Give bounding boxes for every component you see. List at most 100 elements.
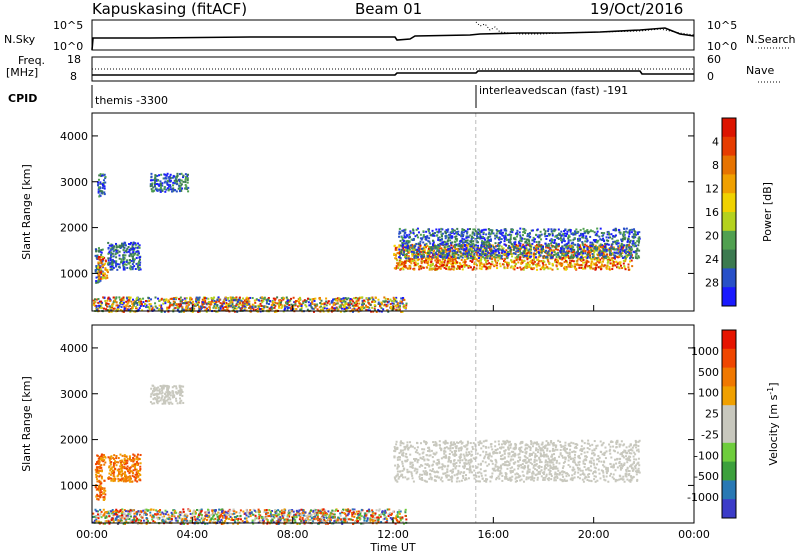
data-cell xyxy=(98,457,101,460)
data-cell xyxy=(458,234,461,237)
data-cell xyxy=(130,459,133,462)
data-cell xyxy=(570,251,573,254)
data-cell xyxy=(456,238,459,241)
data-cell xyxy=(507,253,510,256)
data-cell xyxy=(595,249,598,252)
data-cell xyxy=(607,243,610,246)
data-cell xyxy=(131,257,134,260)
data-cell xyxy=(161,182,164,185)
data-cell xyxy=(465,235,468,238)
data-cell xyxy=(556,268,559,271)
data-cell xyxy=(575,251,578,254)
data-cell xyxy=(546,256,549,259)
data-cell xyxy=(456,267,459,270)
data-cell xyxy=(571,241,574,244)
data-cell xyxy=(133,300,136,303)
data-cell xyxy=(512,267,515,270)
data-cell xyxy=(607,260,610,263)
data-cell xyxy=(614,242,617,245)
data-cell xyxy=(594,234,597,237)
data-cell xyxy=(161,189,164,192)
data-cell xyxy=(155,187,158,190)
data-cell xyxy=(485,267,488,270)
data-cell xyxy=(518,240,521,243)
data-cell xyxy=(611,253,614,256)
data-cell xyxy=(593,251,596,254)
data-cell xyxy=(538,240,541,243)
data-cell xyxy=(463,263,466,266)
data-cell xyxy=(560,230,563,233)
data-cell xyxy=(450,231,453,234)
data-cell xyxy=(369,303,372,306)
data-cell xyxy=(96,495,99,498)
data-cell xyxy=(513,243,516,246)
data-cell xyxy=(401,229,404,232)
data-cell xyxy=(282,298,285,301)
data-cell xyxy=(421,237,424,240)
data-cell xyxy=(526,252,529,255)
data-cell xyxy=(487,241,490,244)
data-cell xyxy=(204,299,207,302)
data-cell xyxy=(139,268,142,271)
data-cell xyxy=(461,268,464,271)
data-cell xyxy=(465,248,468,251)
data-cell xyxy=(109,457,112,460)
data-cell xyxy=(596,257,599,260)
data-cell xyxy=(130,260,133,263)
data-cell xyxy=(487,267,490,270)
data-cell xyxy=(393,300,396,303)
data-cell xyxy=(95,276,98,279)
data-cell xyxy=(420,260,423,263)
data-cell xyxy=(368,306,371,309)
data-cell xyxy=(390,299,393,302)
data-cell xyxy=(539,230,542,233)
data-cell xyxy=(138,266,141,269)
data-cell xyxy=(231,296,234,299)
data-cell xyxy=(212,297,215,300)
data-cell xyxy=(551,245,554,248)
data-cell xyxy=(122,310,125,313)
data-cell xyxy=(483,263,486,266)
data-cell xyxy=(577,243,580,246)
data-cell xyxy=(124,250,127,253)
data-cell xyxy=(371,306,374,309)
ytick-label: 4000 xyxy=(60,130,88,143)
data-cell xyxy=(568,244,571,247)
data-cell xyxy=(623,265,626,268)
data-cell xyxy=(531,259,534,262)
data-cell xyxy=(607,232,610,235)
data-cell xyxy=(509,236,512,239)
data-cell xyxy=(519,266,522,269)
data-cell xyxy=(328,303,331,306)
data-cell xyxy=(150,184,153,187)
data-cell xyxy=(454,235,457,238)
data-cell xyxy=(455,232,458,235)
data-cell xyxy=(119,471,122,474)
data-cell xyxy=(474,257,477,260)
data-cell xyxy=(469,255,472,258)
data-cell xyxy=(497,238,500,241)
data-cell xyxy=(139,303,142,306)
data-cell xyxy=(181,308,184,311)
data-cell xyxy=(243,308,246,311)
data-cell xyxy=(210,296,213,299)
data-cell xyxy=(454,237,457,240)
data-cell xyxy=(387,310,390,313)
data-cell xyxy=(132,463,135,466)
data-cell xyxy=(153,184,156,187)
data-cell xyxy=(545,251,548,254)
data-cell xyxy=(213,305,216,308)
data-cell xyxy=(117,306,120,309)
data-cell xyxy=(402,304,405,307)
data-cell xyxy=(102,274,105,277)
data-cell xyxy=(472,236,475,239)
data-cell xyxy=(200,308,203,311)
data-cell xyxy=(509,249,512,252)
data-cell xyxy=(564,228,567,231)
data-cell xyxy=(98,264,101,267)
data-cell xyxy=(96,454,99,457)
data-cell xyxy=(570,265,573,268)
data-cell xyxy=(530,252,533,255)
data-cell xyxy=(115,252,118,255)
data-cell xyxy=(437,236,440,239)
